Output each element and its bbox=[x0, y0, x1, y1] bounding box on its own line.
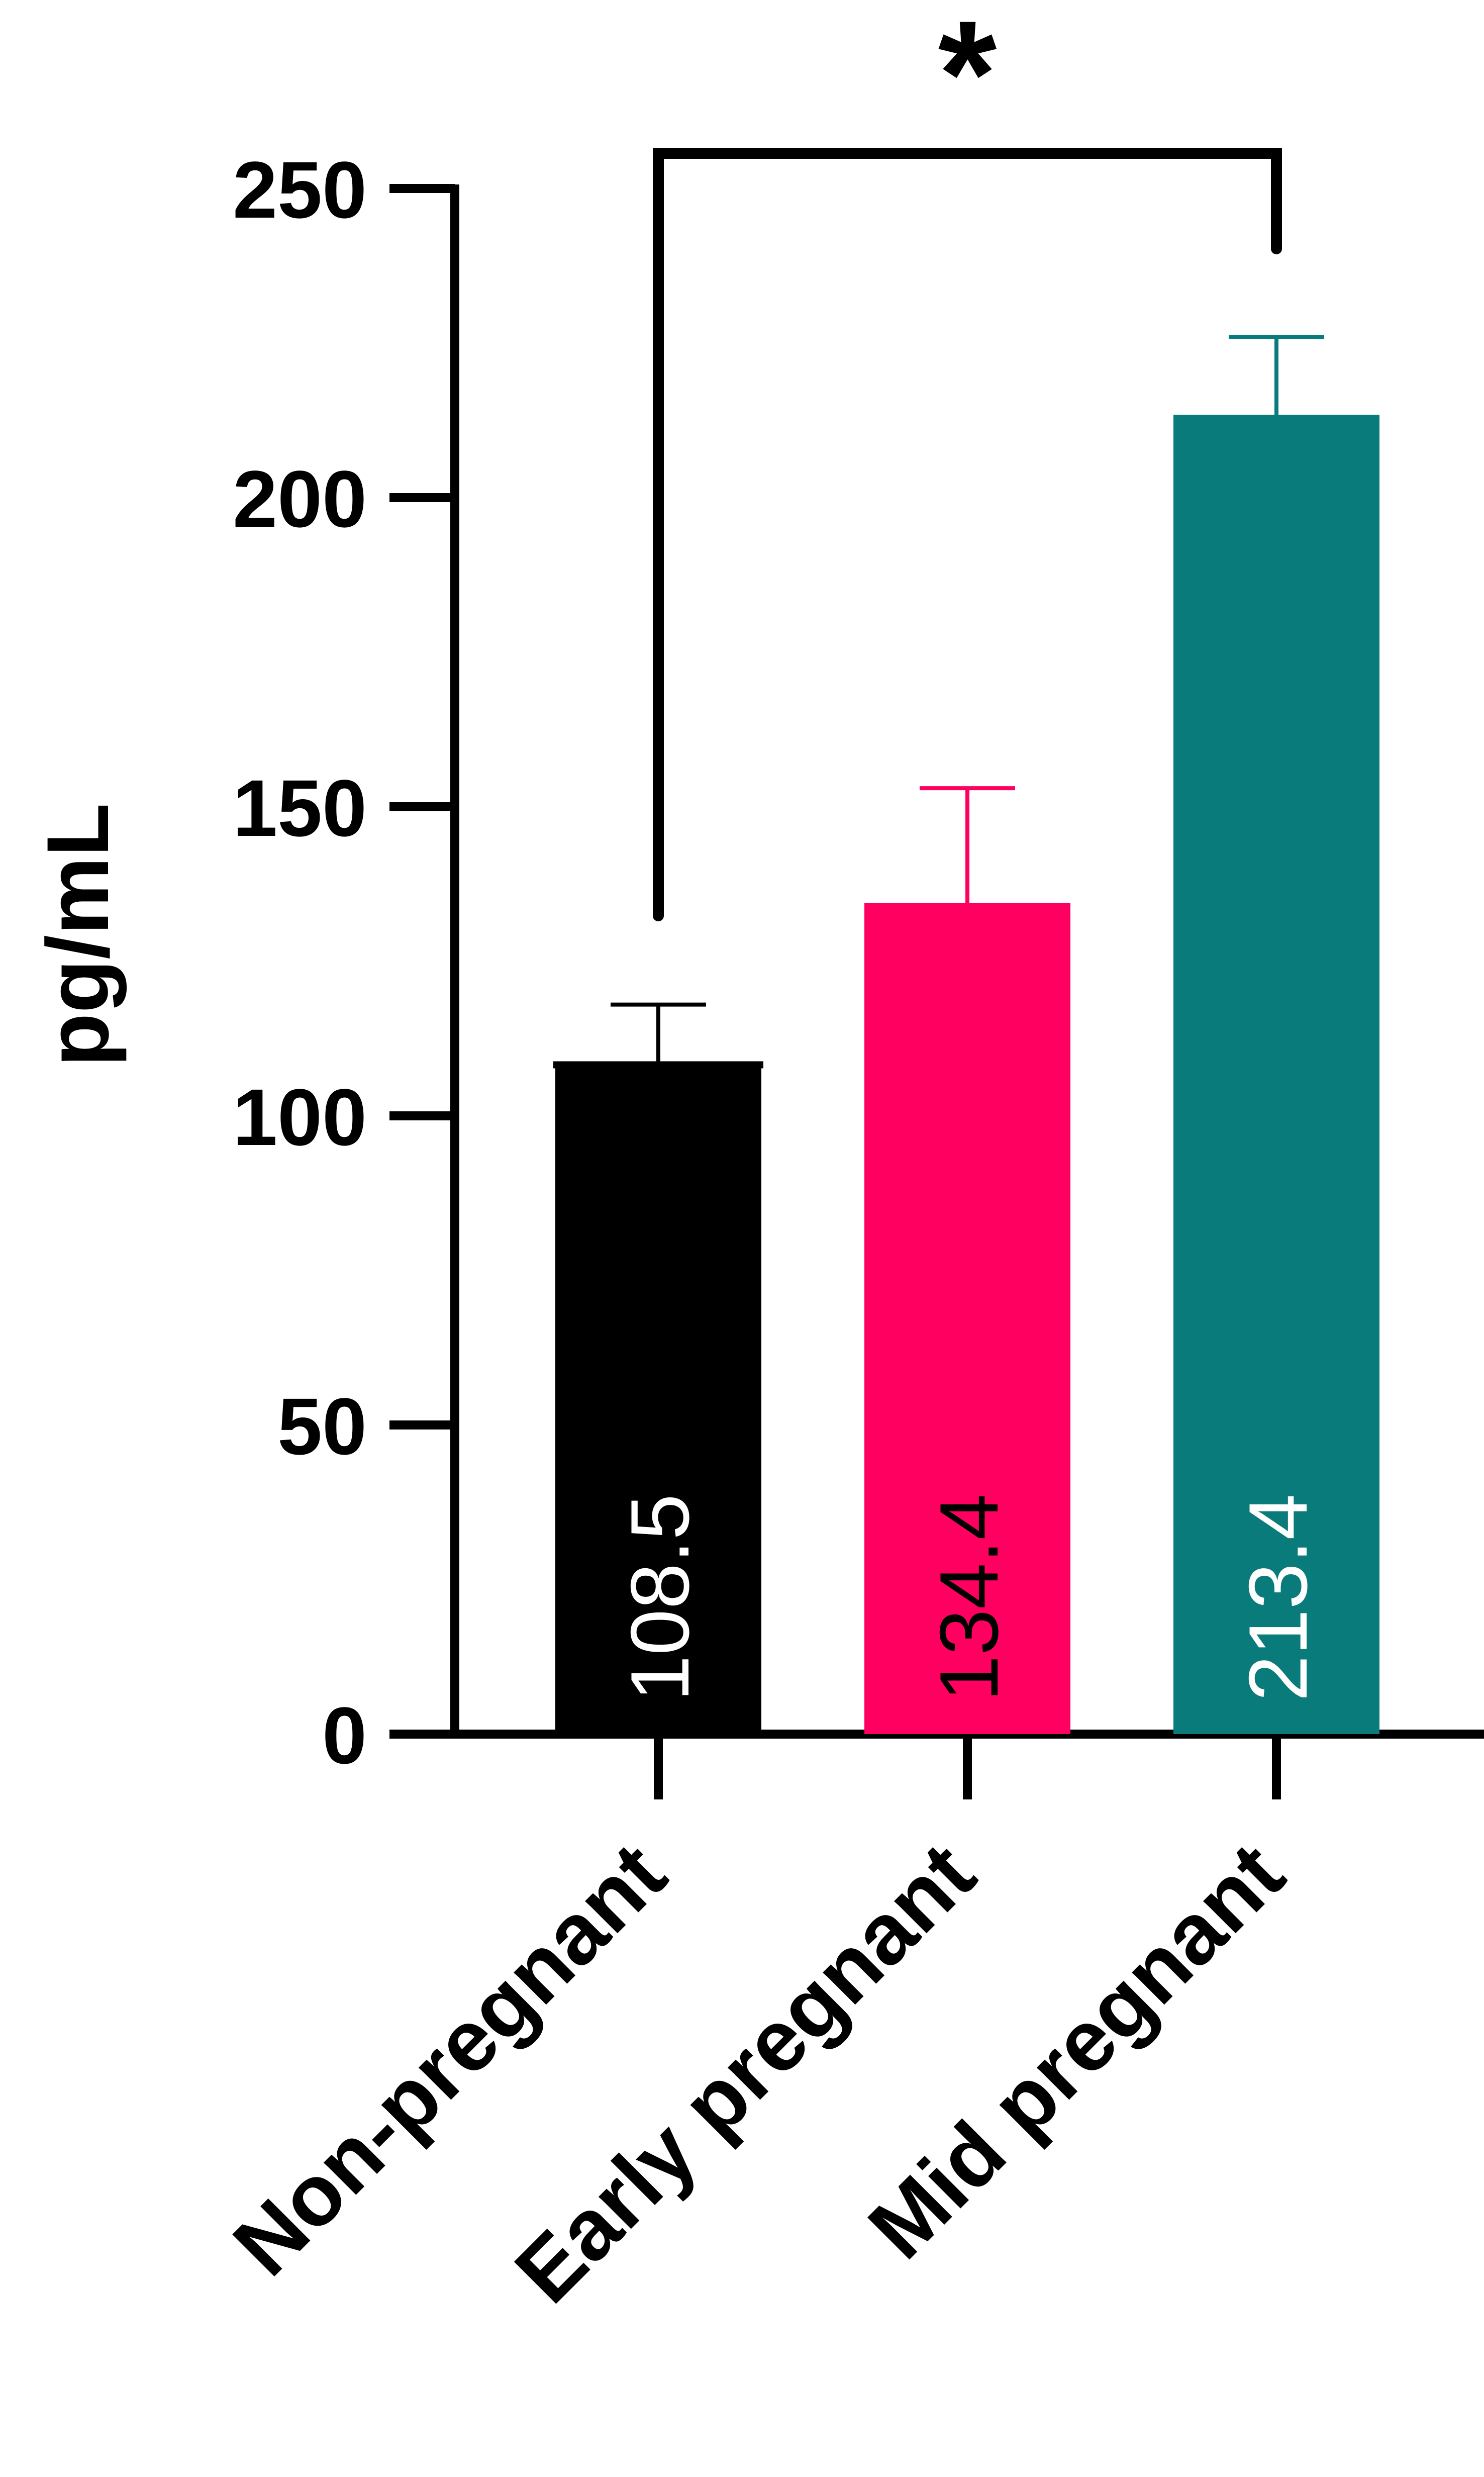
y-tick-label: 50 bbox=[277, 1381, 367, 1471]
significance-bracket: * bbox=[653, 0, 1282, 921]
bar-top-edge bbox=[553, 1061, 763, 1069]
bar-value-label: 134.4 bbox=[923, 1494, 1015, 1701]
bar-value-label: 108.5 bbox=[614, 1494, 706, 1701]
bars: 108.5 134.4 213.4 bbox=[553, 335, 1379, 1735]
y-tick-label: 250 bbox=[233, 145, 367, 235]
y-tick-label: 0 bbox=[322, 1690, 367, 1780]
significance-star: * bbox=[938, 0, 997, 158]
y-tick-label: 150 bbox=[233, 763, 367, 853]
y-axis-label: pg/mL bbox=[29, 803, 127, 1067]
bar bbox=[555, 1063, 761, 1734]
bar-value-label: 213.4 bbox=[1232, 1494, 1324, 1701]
y-tick-label: 100 bbox=[233, 1072, 367, 1162]
bar bbox=[864, 903, 1070, 1734]
significance-line bbox=[653, 148, 1282, 921]
y-axis: 0 50 100 150 200 250 bbox=[233, 145, 459, 1780]
bar bbox=[1173, 415, 1379, 1735]
y-tick-label: 200 bbox=[233, 454, 367, 544]
